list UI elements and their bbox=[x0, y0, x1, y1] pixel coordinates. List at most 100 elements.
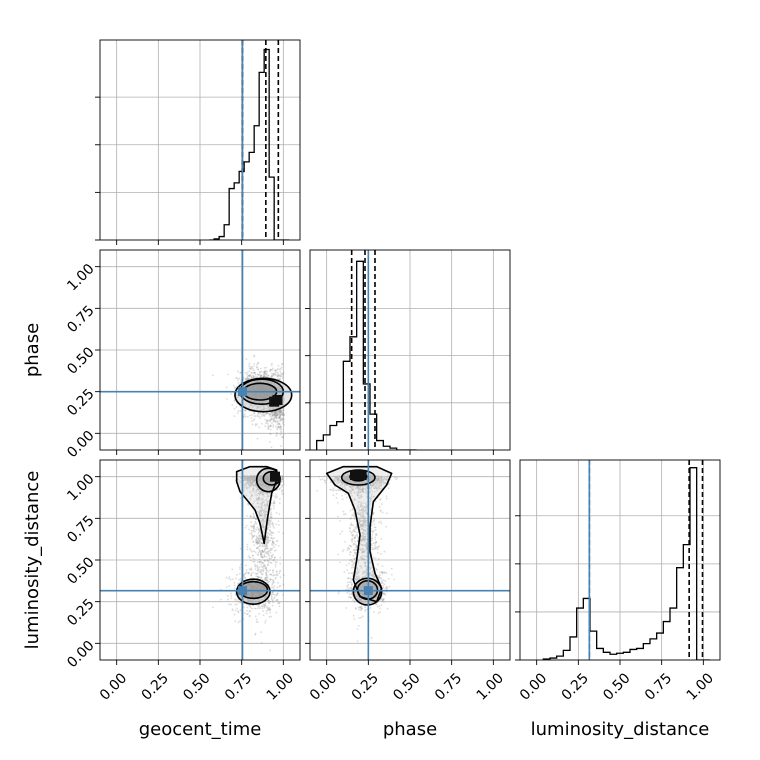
sample-point bbox=[254, 564, 257, 567]
sample-point bbox=[266, 536, 269, 539]
sample-point bbox=[256, 541, 259, 544]
sample-point bbox=[257, 373, 260, 376]
sample-point bbox=[277, 410, 280, 413]
sample-point bbox=[276, 574, 279, 577]
sample-point bbox=[261, 556, 264, 559]
sample-point bbox=[263, 550, 266, 553]
sample-point bbox=[237, 610, 239, 613]
sample-point bbox=[260, 569, 263, 571]
sample-point bbox=[263, 514, 266, 517]
sample-point bbox=[244, 577, 247, 580]
sample-point bbox=[375, 477, 378, 480]
sample-point bbox=[281, 474, 284, 477]
sample-point bbox=[244, 409, 246, 412]
sample-point bbox=[262, 493, 265, 496]
sample-point bbox=[364, 519, 367, 522]
sample-point bbox=[248, 477, 251, 480]
sample-point bbox=[248, 475, 251, 478]
sample-point bbox=[282, 476, 284, 479]
sample-point bbox=[237, 582, 240, 585]
sample-point bbox=[244, 371, 247, 374]
sample-point bbox=[261, 549, 264, 552]
sample-point bbox=[281, 478, 284, 481]
sample-point bbox=[359, 485, 362, 488]
sample-point bbox=[271, 522, 274, 524]
sample-point bbox=[258, 426, 261, 429]
sample-point bbox=[261, 524, 264, 527]
sample-point bbox=[211, 606, 214, 609]
sample-point bbox=[369, 484, 372, 487]
sample-point bbox=[357, 485, 360, 488]
sample-point bbox=[373, 487, 376, 490]
sample-point bbox=[265, 567, 267, 570]
sample-point bbox=[280, 428, 283, 431]
sample-point bbox=[362, 486, 365, 489]
sample-point bbox=[259, 513, 261, 516]
sample-point bbox=[283, 483, 285, 486]
sample-point bbox=[262, 517, 264, 520]
sample-point bbox=[275, 611, 278, 614]
sample-point bbox=[251, 475, 254, 478]
sample-point bbox=[380, 479, 383, 481]
sample-point bbox=[247, 479, 250, 482]
sample-point bbox=[381, 478, 384, 481]
sample-point bbox=[248, 490, 251, 493]
sample-point bbox=[250, 477, 253, 480]
sample-point bbox=[253, 412, 256, 414]
sample-point bbox=[239, 568, 241, 570]
sample-point bbox=[255, 490, 258, 493]
sample-point bbox=[231, 404, 234, 406]
sample-point bbox=[270, 593, 273, 596]
sample-point bbox=[251, 490, 254, 492]
sample-point bbox=[270, 562, 273, 564]
sample-point bbox=[278, 368, 281, 371]
sample-point bbox=[253, 479, 255, 482]
sample-point bbox=[280, 375, 282, 377]
sample-point bbox=[247, 476, 250, 478]
sample-point bbox=[258, 568, 260, 571]
sample-point bbox=[270, 586, 273, 589]
sample-point bbox=[252, 484, 255, 487]
sample-point bbox=[273, 374, 275, 377]
sample-point bbox=[263, 605, 266, 608]
sample-point bbox=[362, 488, 365, 491]
sample-point bbox=[275, 493, 278, 496]
sample-point bbox=[273, 542, 275, 545]
sample-point bbox=[338, 475, 341, 478]
sample-point bbox=[253, 607, 256, 610]
sample-point bbox=[248, 364, 250, 367]
sample-point bbox=[244, 476, 246, 479]
sample-point bbox=[352, 524, 355, 527]
sample-point bbox=[258, 545, 261, 548]
sample-point bbox=[318, 475, 320, 478]
sample-point bbox=[251, 476, 254, 479]
sample-point bbox=[250, 572, 253, 575]
sample-point bbox=[267, 541, 270, 544]
sample-point bbox=[254, 483, 257, 485]
sample-point bbox=[258, 497, 261, 499]
sample-point bbox=[267, 504, 270, 507]
sample-point bbox=[256, 575, 259, 578]
sample-point bbox=[269, 649, 272, 652]
sample-point bbox=[230, 393, 232, 395]
sample-point bbox=[262, 522, 265, 525]
sample-point bbox=[337, 481, 340, 484]
sample-point bbox=[246, 479, 249, 482]
sample-point bbox=[264, 552, 267, 555]
sample-point bbox=[341, 482, 344, 484]
sample-point bbox=[262, 518, 265, 521]
sample-point bbox=[251, 366, 253, 369]
sample-point bbox=[378, 477, 381, 480]
sample-point bbox=[254, 607, 257, 610]
sample-point bbox=[270, 548, 273, 551]
sample-point bbox=[266, 607, 269, 609]
sample-point bbox=[265, 366, 268, 369]
sample-point bbox=[276, 593, 279, 595]
sample-point bbox=[262, 526, 265, 529]
sample-point bbox=[272, 571, 275, 574]
sample-point bbox=[258, 535, 261, 538]
sample-point bbox=[276, 495, 279, 498]
sample-point bbox=[252, 477, 255, 479]
sample-point bbox=[334, 476, 337, 479]
sample-point bbox=[278, 572, 281, 575]
